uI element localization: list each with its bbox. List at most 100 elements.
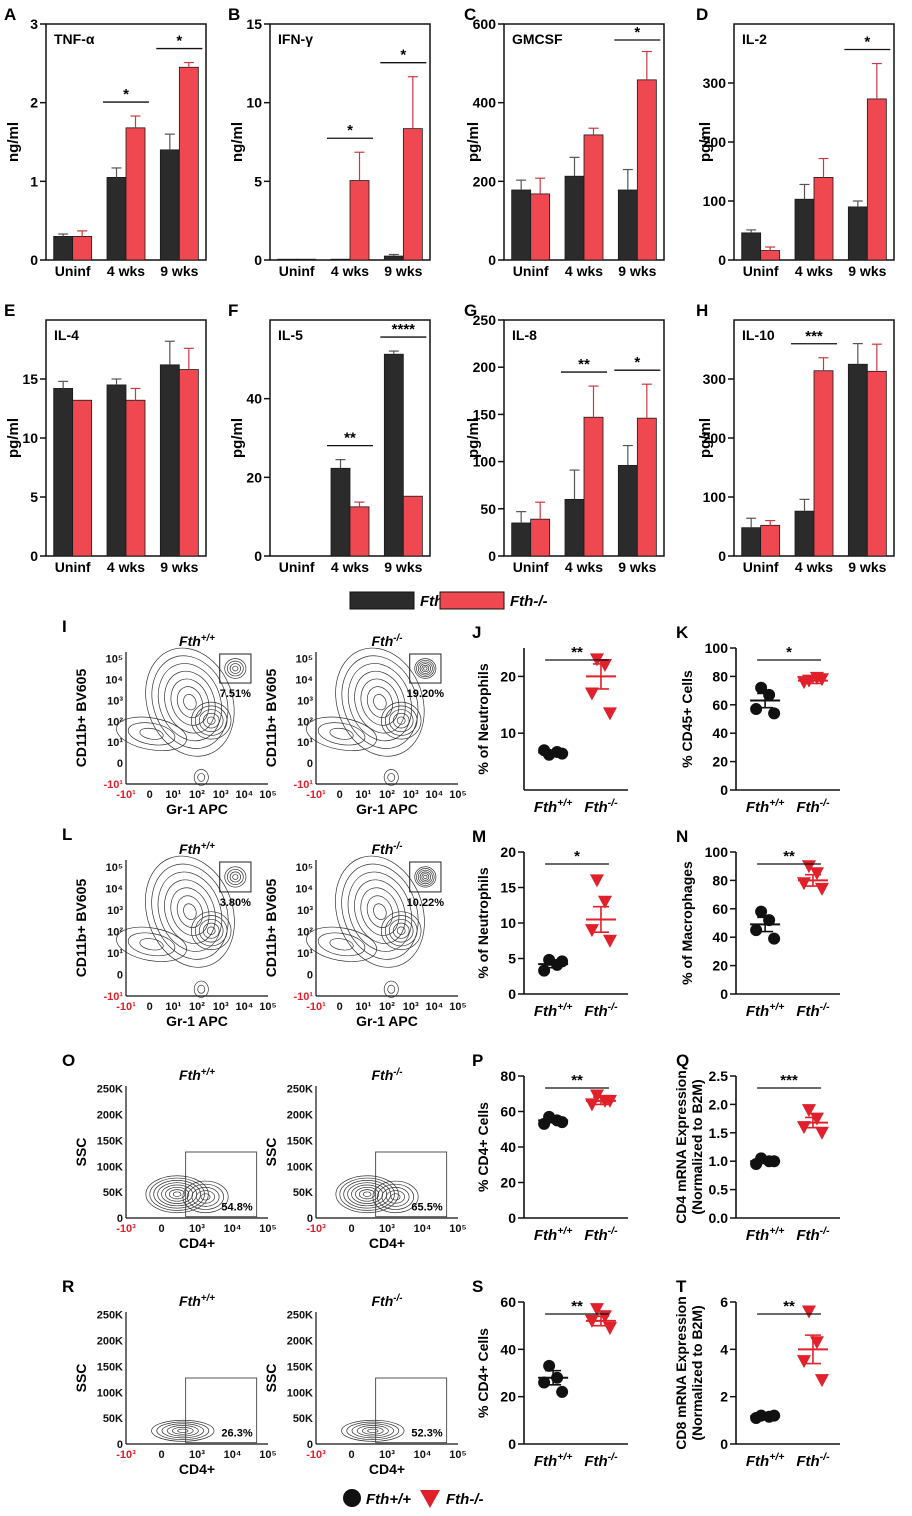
flow-x-label: CD4+ bbox=[369, 1461, 405, 1477]
data-point-ko bbox=[602, 934, 617, 948]
y-tick-label: 600 bbox=[473, 16, 497, 32]
flow-title: Fth-/- bbox=[371, 1293, 402, 1310]
flow-y-tick-label: 50K bbox=[103, 1413, 123, 1425]
panel-letter: P bbox=[472, 1051, 483, 1070]
contour-line bbox=[380, 911, 422, 951]
contour-line bbox=[151, 655, 229, 749]
gate-percent: 10.22% bbox=[407, 897, 445, 909]
panel-letter: B bbox=[228, 5, 240, 24]
gate-percent: 7.51% bbox=[220, 688, 251, 700]
contour-line bbox=[360, 887, 400, 936]
dot-legend: Fth+/+ Fth-/- bbox=[343, 1489, 483, 1508]
y-axis-label: pg/ml bbox=[229, 418, 246, 458]
contour-line bbox=[186, 1183, 225, 1210]
contour-line bbox=[168, 1189, 186, 1200]
flow-panel-I: I Fth+/+ -10¹ 0 10¹ 10² 10³ 10⁴ 10⁵ -10¹ 0 10¹ 10² 10… bbox=[62, 617, 467, 817]
flow-y-tick-label: 50K bbox=[293, 1413, 313, 1425]
data-point-ko bbox=[589, 1303, 604, 1317]
flow-x-tick-label: 10¹ bbox=[355, 1001, 371, 1013]
bar-wt bbox=[847, 206, 868, 261]
flow-y-tick-label: 200K bbox=[287, 1110, 313, 1122]
flow-y-tick-label: 0 bbox=[307, 969, 313, 981]
flow-y-tick-label: 0 bbox=[117, 1213, 123, 1225]
flow-y-label: CD11b+ BV605 bbox=[73, 879, 89, 978]
bar-wt bbox=[794, 510, 815, 557]
bar-ko bbox=[530, 193, 551, 261]
chart-title: IL-5 bbox=[278, 327, 303, 343]
flow-y-tick-label: 50K bbox=[103, 1187, 123, 1199]
flow-x-tick-label: 10⁴ bbox=[235, 789, 253, 801]
contour-line bbox=[384, 705, 418, 736]
y-tick-label: 40 bbox=[246, 391, 262, 407]
scatter-chart-T: T 0 2 4 6 CD8 mRNA Expression (Normalized to B… bbox=[673, 1277, 840, 1470]
significance-label: ** bbox=[578, 356, 590, 373]
bar-wt bbox=[511, 522, 532, 557]
flow-y-label: SSC bbox=[263, 1138, 279, 1167]
flow-y-tick-label: 150K bbox=[97, 1361, 123, 1373]
x-tick-label: Fth-/- bbox=[584, 797, 618, 816]
bar-ko bbox=[583, 134, 604, 261]
x-tick-label: 9 wks bbox=[618, 559, 656, 575]
chart-title: IFN-γ bbox=[278, 31, 313, 47]
contour-line bbox=[373, 694, 387, 711]
y-tick-label: 1.5 bbox=[709, 1125, 729, 1141]
contour-line bbox=[351, 1423, 394, 1439]
y-tick-label: 0 bbox=[508, 986, 516, 1002]
flow-y-tick-label: 150K bbox=[287, 1135, 313, 1147]
contour-line bbox=[417, 869, 433, 885]
flow-x-tick-label: 10³ bbox=[403, 789, 419, 801]
y-tick-label: 60 bbox=[712, 697, 728, 713]
bar-ko bbox=[402, 495, 423, 557]
bar-ko bbox=[866, 370, 887, 557]
y-tick-label: 200 bbox=[703, 430, 727, 446]
bar-ko bbox=[636, 79, 657, 261]
contour-line bbox=[396, 926, 406, 935]
y-tick-label: 0 bbox=[508, 1436, 516, 1452]
contour-line bbox=[343, 1180, 391, 1209]
panel-letter: D bbox=[696, 5, 708, 24]
data-point-wt bbox=[538, 964, 551, 977]
x-tick-label: Fth+/+ bbox=[746, 1001, 785, 1020]
contour-line bbox=[165, 1186, 190, 1202]
y-tick-label: 0 bbox=[30, 252, 38, 268]
flow-title: Fth+/+ bbox=[179, 841, 215, 858]
flow-plot-ko: Fth-/- -10¹ 0 10¹ 10² 10³ 10⁴ 10⁵ -10¹ 0 10¹ 10² 10³… bbox=[263, 633, 467, 818]
flow-x-tick-label: -10¹ bbox=[116, 789, 136, 801]
y-tick-label: 0 bbox=[30, 548, 38, 564]
scatter-chart-M: M 0 5 10 15 20 % of Neutrophils Fth+/+ Fth-/- * bbox=[472, 827, 628, 1020]
contour-line bbox=[306, 926, 377, 962]
bar-wt bbox=[847, 363, 868, 557]
y-tick-label: 15 bbox=[500, 880, 516, 896]
contour-line bbox=[380, 701, 422, 740]
gate-percent: 19.20% bbox=[407, 688, 445, 700]
panel-letter: C bbox=[464, 5, 476, 24]
flow-x-tick-label: 10⁴ bbox=[414, 1449, 432, 1461]
y-tick-label: 60 bbox=[712, 901, 728, 917]
contour-line bbox=[396, 716, 406, 725]
bar-chart-A: A TNF-α 0 1 2 3 ng/ml Uninf 4 wks 9 wks * * bbox=[4, 5, 207, 279]
flow-x-label: Gr-1 APC bbox=[166, 1013, 228, 1029]
contour-line bbox=[387, 984, 396, 994]
flow-x-tick-label: 10⁵ bbox=[259, 1223, 276, 1235]
y-tick-label: 20 bbox=[500, 1175, 516, 1191]
y-tick-label: 100 bbox=[703, 193, 727, 209]
x-tick-label: Uninf bbox=[279, 559, 315, 575]
contour-line bbox=[355, 1186, 380, 1202]
y-tick-label: 3 bbox=[30, 16, 38, 32]
data-point-wt bbox=[763, 688, 776, 701]
y-tick-label: 20 bbox=[500, 1389, 516, 1405]
flow-y-tick-label: 10³ bbox=[297, 905, 313, 917]
x-tick-label: 4 wks bbox=[795, 263, 833, 279]
bar-wt bbox=[330, 258, 351, 261]
y-tick-label: 1.0 bbox=[709, 1153, 729, 1169]
contour-line bbox=[183, 903, 197, 920]
significance-label: * bbox=[347, 122, 353, 139]
flow-x-tick-label: 10⁵ bbox=[449, 1223, 466, 1235]
significance-label: **** bbox=[392, 321, 416, 338]
data-point-wt bbox=[556, 1116, 569, 1129]
flow-y-tick-label: 0 bbox=[307, 1213, 313, 1225]
contour-line bbox=[197, 773, 206, 782]
y-tick-label: 0.0 bbox=[709, 1210, 729, 1226]
flow-y-tick-label: 100K bbox=[97, 1161, 123, 1173]
bar-chart-C: C GMCSF 0 200 400 600 pg/ml Uninf 4 wks 9 wks * bbox=[464, 5, 665, 279]
